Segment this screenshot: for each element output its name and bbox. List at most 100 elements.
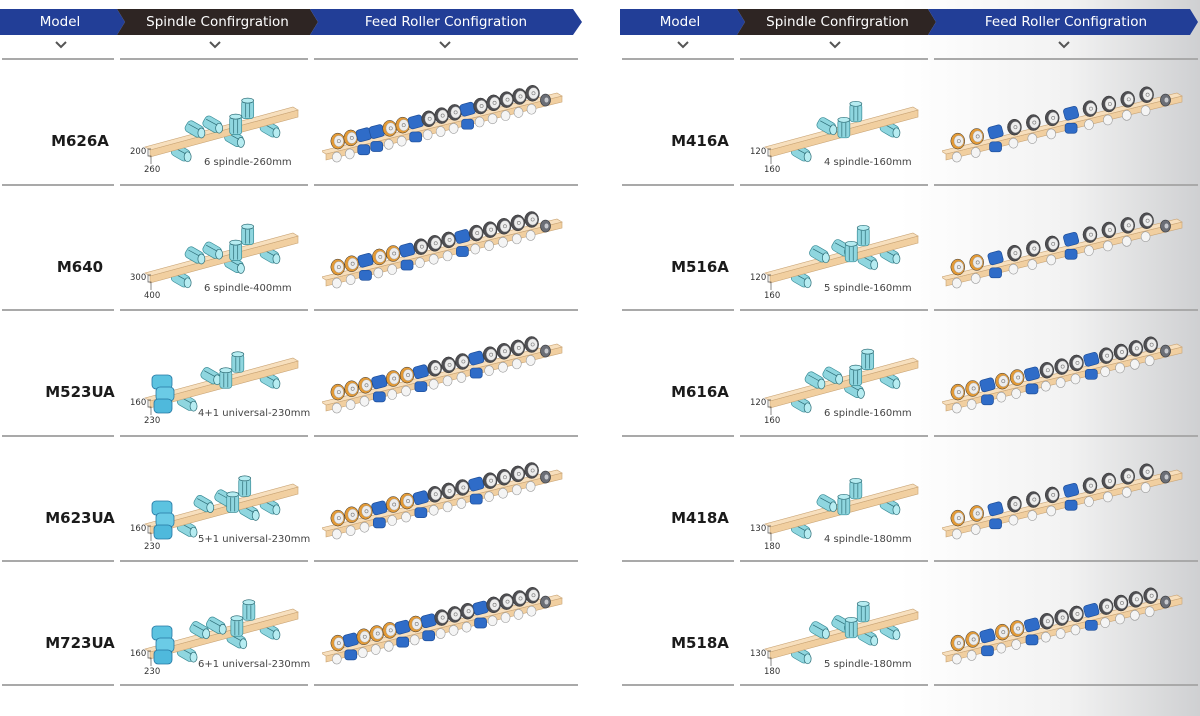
bottom-idle-wheel [1084,244,1094,256]
chevron-down-icon[interactable] [676,40,690,50]
gray-feed-roller [1120,467,1135,498]
vertical-spindle [229,239,243,261]
vertical-spindle [849,364,863,386]
gray-feed-roller [512,88,527,118]
header-model[interactable]: Model [659,14,701,30]
row-divider [740,560,928,562]
dimension-height: 120 [750,398,767,408]
gray-feed-roller [1054,609,1069,639]
bottom-idle-wheel [526,605,537,617]
bottom-idle-wheel [345,273,356,285]
gray-feed-roller [499,91,514,121]
row-divider [314,560,578,562]
row-divider [934,560,1198,562]
bottom-idle-wheel [1041,631,1051,643]
blue-feed-roller [412,364,429,393]
header-feed-tab [310,9,582,35]
header-feed[interactable]: Feed Roller Configration [984,14,1148,30]
gray-feed-roller [510,339,526,370]
blue-feed-roller [468,476,485,504]
blue-feed-roller [987,250,1004,278]
model-name[interactable]: M516A [671,257,729,276]
bottom-idle-wheel [1008,514,1019,525]
model-name[interactable]: M523UA [45,383,115,401]
header-model-tab [620,9,745,35]
gray-feed-roller [1082,476,1098,507]
bottom-idle-wheel [511,484,522,495]
orange-feed-roller [382,622,397,652]
header-feed[interactable]: Feed Roller Configration [364,14,528,30]
orange-feed-roller [330,258,346,288]
gray-feed-roller [486,596,501,627]
blue-feed-roller [468,350,485,379]
blue-feed-roller [979,377,996,406]
bottom-idle-wheel [332,528,342,539]
bottom-idle-wheel [428,504,439,516]
orange-feed-roller [385,370,401,400]
universal-spindle [151,500,175,539]
model-name[interactable]: M518A [671,634,729,652]
feed-roller-diagram [942,336,1183,414]
gray-feed-roller [1026,239,1041,270]
bottom-idle-wheel [1121,486,1132,498]
orange-feed-roller [950,383,966,414]
header-model[interactable]: Model [39,14,81,30]
feed-roller-diagram [322,210,563,288]
gray-feed-roller [427,485,442,516]
vertical-spindle [241,223,255,245]
vertical-spindle [231,351,245,373]
bottom-idle-wheel [1046,505,1056,516]
bottom-idle-wheel [401,511,411,522]
bottom-idle-wheel [332,277,342,288]
bottom-idle-wheel [1103,240,1113,251]
chevron-down-icon[interactable] [438,40,452,50]
vertical-spindle [229,113,243,135]
orange-feed-roller [358,502,373,533]
row-divider [622,434,734,437]
bottom-idle-wheel [1070,624,1081,636]
gray-feed-roller [434,107,449,137]
row-divider [934,434,1198,437]
spindle-diagram [764,348,919,415]
chevron-down-icon[interactable] [54,40,68,50]
model-name[interactable]: M723UA [45,634,115,652]
spindle-diagram [144,475,299,541]
model-name[interactable]: M616A [671,383,729,401]
gray-feed-roller [1044,486,1060,516]
chevron-down-icon[interactable] [1057,40,1071,50]
model-name[interactable]: M640 [56,257,104,276]
chevron-down-icon[interactable] [828,40,842,50]
dimension-bracket [147,399,152,415]
dimension-bracket [767,525,772,541]
model-name[interactable]: M418A [671,508,729,527]
header-spindle[interactable]: Spindle Confirgration [146,14,289,30]
horizontal-spindle [804,371,826,390]
blue-feed-roller [371,374,388,403]
spindle-caption: 5+1 universal-230mm [198,533,311,545]
vertical-spindle [861,348,875,370]
bottom-idle-wheel [526,103,537,115]
spindle-diagram [764,100,919,164]
chevron-down-icon[interactable] [208,40,222,50]
row-divider [934,183,1198,186]
bottom-idle-wheel [448,123,459,134]
header-spindle[interactable]: Spindle Confirgration [766,14,909,30]
model-name[interactable]: M623UA [45,508,115,527]
model-name[interactable]: M416A [671,132,729,150]
dimension-width: 160 [764,416,781,426]
orange-feed-roller [369,625,384,655]
gray-feed-roller [1143,336,1158,367]
orange-feed-roller [382,120,397,150]
spindle-diagram [144,223,299,290]
gray-feed-roller [447,606,462,636]
gray-feed-roller [1101,472,1117,502]
model-name[interactable]: M626A [51,132,109,150]
bottom-idle-wheel [359,521,370,533]
spindle-caption: 6 spindle-160mm [824,408,912,419]
bottom-idle-wheel [442,375,453,387]
vertical-spindle [844,616,858,639]
blue-feed-roller [1023,366,1040,395]
dimension-width: 230 [144,416,161,426]
orange-feed-roller [969,253,984,284]
dimension-height: 120 [750,147,767,157]
